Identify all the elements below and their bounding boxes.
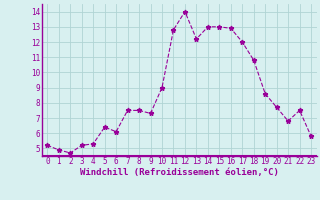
X-axis label: Windchill (Refroidissement éolien,°C): Windchill (Refroidissement éolien,°C) [80, 168, 279, 177]
